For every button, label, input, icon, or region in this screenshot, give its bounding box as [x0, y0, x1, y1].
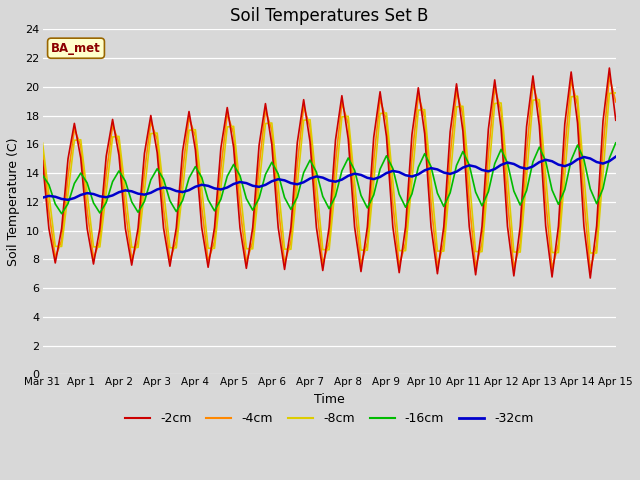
X-axis label: Time: Time [314, 393, 344, 406]
Legend: -2cm, -4cm, -8cm, -16cm, -32cm: -2cm, -4cm, -8cm, -16cm, -32cm [120, 407, 538, 430]
Text: BA_met: BA_met [51, 42, 101, 55]
Title: Soil Temperatures Set B: Soil Temperatures Set B [230, 7, 428, 25]
Y-axis label: Soil Temperature (C): Soil Temperature (C) [7, 138, 20, 266]
